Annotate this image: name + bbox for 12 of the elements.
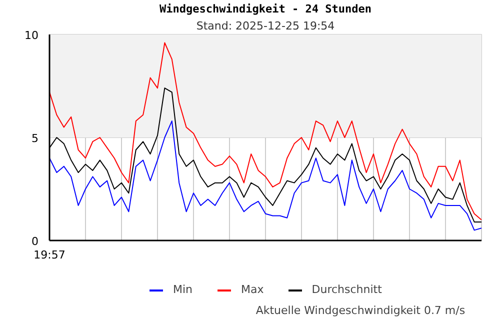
chart-title: Windgeschwindigkeit - 24 Stunden [160,2,372,16]
legend-label: Max [241,283,264,296]
legend-label: Durchschnitt [312,283,382,296]
text: Aktuelle Windgeschwindigkeit 0.7 m/s [256,304,466,317]
line-series [50,42,482,220]
y-tick-label: 5 [32,132,38,145]
y-tick-label: 10 [24,29,39,42]
line-series [50,120,482,231]
legend-label: Min [173,283,193,296]
chart-subtitle: Stand: 2025-12-25 19:54 [196,20,335,32]
y-tick-label: 0 [32,235,38,248]
text: 19:57 [34,248,66,262]
